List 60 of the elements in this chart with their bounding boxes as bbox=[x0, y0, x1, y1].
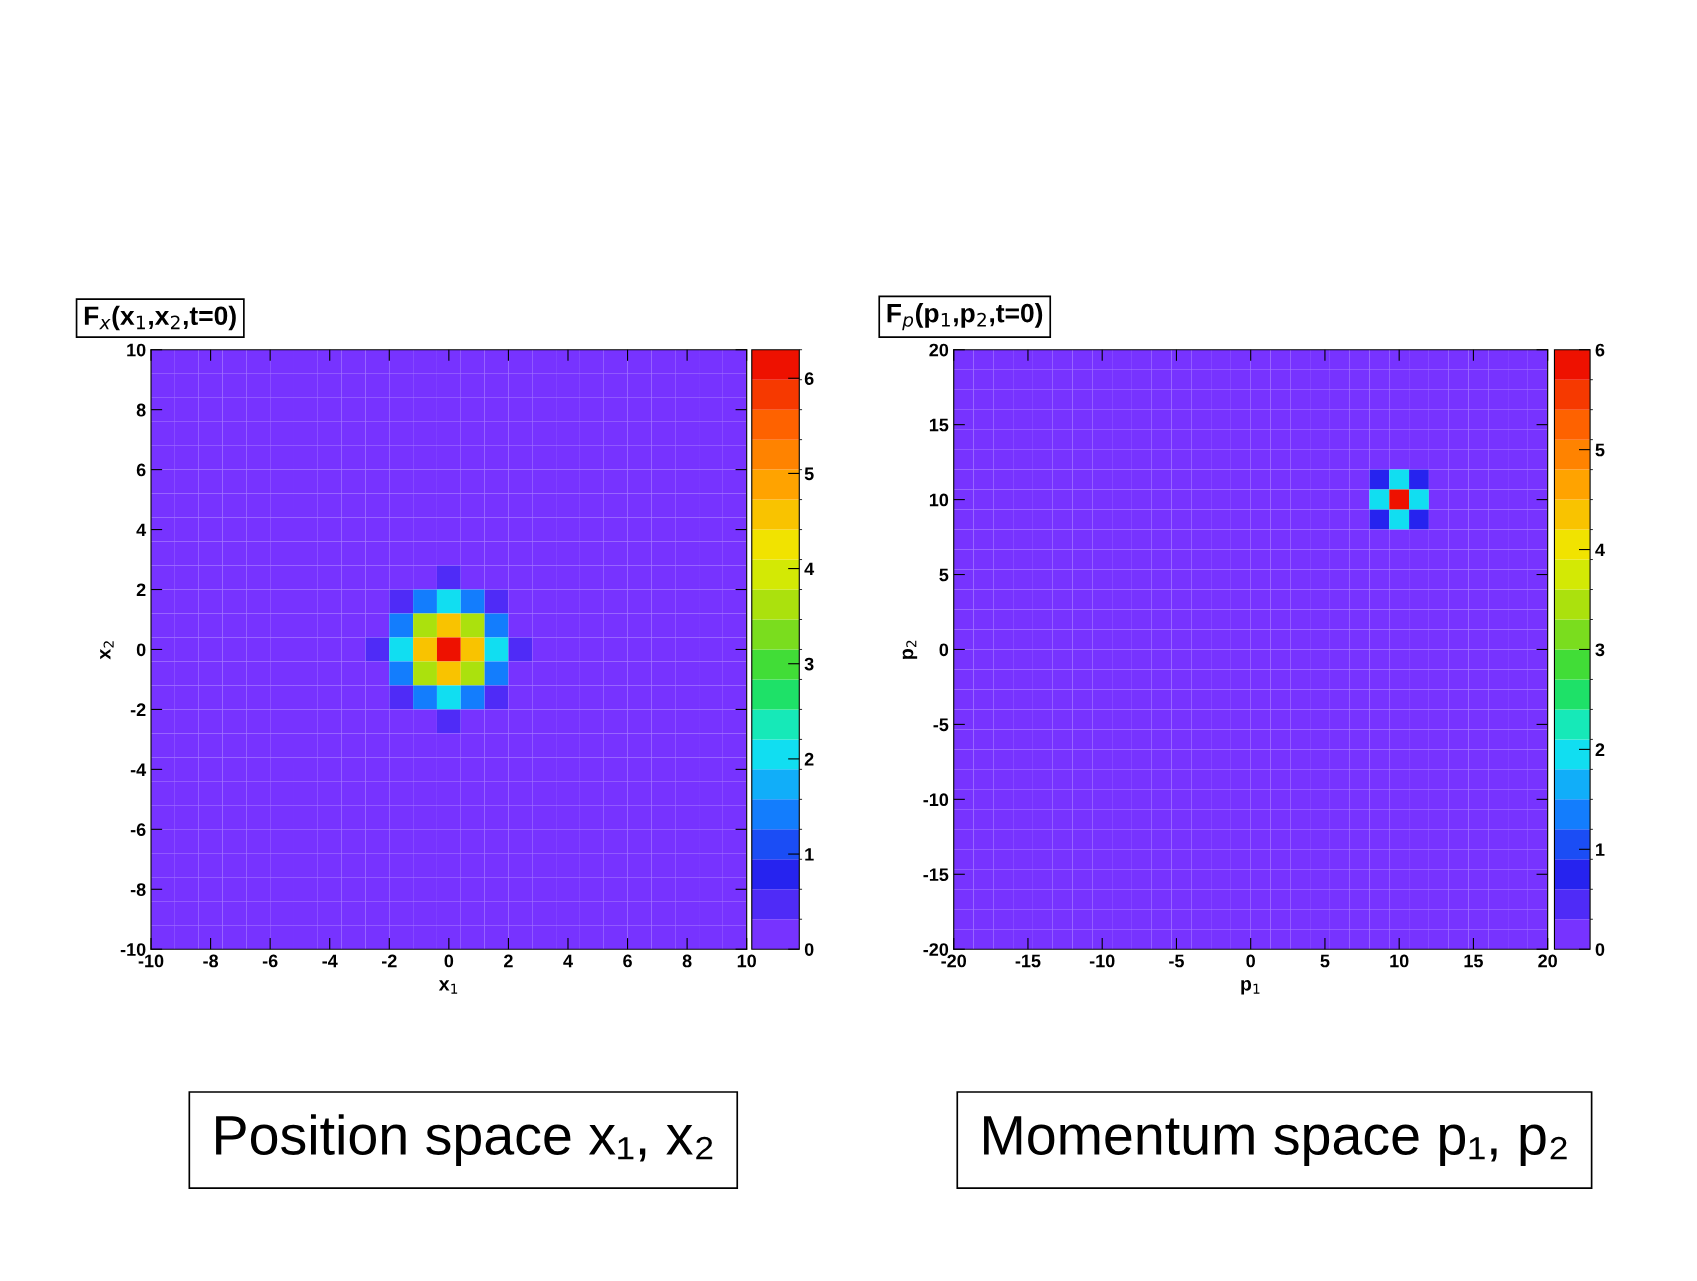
x-axis-title: p$_{1}$ bbox=[1241, 980, 1260, 995]
x-tick-label: 15 bbox=[1464, 954, 1483, 968]
y-tick-label: 20 bbox=[929, 343, 949, 357]
color-bar-label: 6 bbox=[1595, 343, 1605, 357]
text: Position space x₁, x₂ bbox=[216, 1114, 713, 1166]
y-tick-label: -5 bbox=[933, 718, 949, 732]
y-tick-label: 8 bbox=[136, 403, 146, 417]
y-tick-label: -15 bbox=[923, 868, 949, 881]
color-bar-label: 2 bbox=[1595, 743, 1605, 756]
x-tick-label: -4 bbox=[322, 954, 338, 968]
color-bar-label: 4 bbox=[1595, 543, 1605, 557]
color-bar-label: 1 bbox=[1596, 843, 1605, 856]
x-tick-label: 2 bbox=[504, 954, 513, 968]
y-tick-label: -2 bbox=[130, 703, 146, 716]
x-tick-label: 10 bbox=[1390, 954, 1409, 968]
x-tick-label: 8 bbox=[682, 954, 692, 968]
y-tick-label: -20 bbox=[923, 943, 949, 956]
color-bar-label: 2 bbox=[804, 752, 814, 766]
x-tick-label: 4 bbox=[563, 954, 573, 968]
color-bar-label: 3 bbox=[804, 657, 814, 671]
x-tick-label: -8 bbox=[203, 954, 219, 968]
x-tick-label: -10 bbox=[1089, 954, 1115, 968]
y-axis-title: x$_{2}$ bbox=[100, 641, 114, 660]
color-bar-label: 5 bbox=[1595, 443, 1605, 457]
chart-title: F$_{p}$(p$_{1}$,p$_{2}$,t=0) bbox=[887, 303, 1043, 331]
color-bar-label: 6 bbox=[804, 372, 814, 385]
x-tick-label: -5 bbox=[1169, 954, 1184, 968]
y-tick-label: -6 bbox=[130, 823, 146, 837]
x-tick-label: 0 bbox=[1246, 954, 1255, 968]
y-tick-label: -10 bbox=[923, 793, 949, 807]
y-tick-label: 0 bbox=[939, 643, 949, 657]
x-tick-label: -2 bbox=[381, 954, 397, 968]
y-axis-title: p$_{2}$ bbox=[902, 640, 918, 659]
color-bar-label: 1 bbox=[805, 848, 814, 861]
x-tick-label: -15 bbox=[1015, 954, 1041, 968]
color-bar-label: 3 bbox=[1595, 643, 1605, 657]
y-tick-label: 2 bbox=[136, 583, 146, 597]
y-tick-label: 15 bbox=[929, 418, 949, 432]
x-tick-label: -6 bbox=[262, 954, 278, 968]
x-tick-label: 20 bbox=[1538, 954, 1557, 968]
color-bar-label: 0 bbox=[1595, 943, 1605, 956]
color-bar-label: 4 bbox=[804, 562, 815, 576]
y-tick-label: 4 bbox=[136, 523, 147, 537]
y-tick-label: 10 bbox=[127, 343, 146, 357]
y-tick-label: -8 bbox=[130, 883, 146, 896]
text: Momentum space p₁, p₂ bbox=[984, 1116, 1567, 1166]
x-tick-label: 6 bbox=[623, 954, 632, 968]
chart-title: F$_{x}$(x$_{1}$,x$_{2}$,t=0) bbox=[84, 305, 236, 331]
y-tick-label: 10 bbox=[929, 493, 949, 507]
y-tick-label: 5 bbox=[939, 568, 949, 582]
y-tick-label: -4 bbox=[130, 763, 147, 776]
y-tick-label: 0 bbox=[136, 643, 146, 657]
color-bar-label: 5 bbox=[804, 467, 814, 481]
x-tick-label: 10 bbox=[737, 954, 756, 968]
color-bar-label: 0 bbox=[804, 943, 814, 956]
y-tick-label: -10 bbox=[120, 943, 146, 956]
x-tick-label: 0 bbox=[444, 954, 454, 968]
y-tick-label: 6 bbox=[136, 463, 146, 477]
x-tick-label: 5 bbox=[1320, 954, 1330, 968]
x-axis-title: x$_{1}$ bbox=[438, 980, 458, 994]
